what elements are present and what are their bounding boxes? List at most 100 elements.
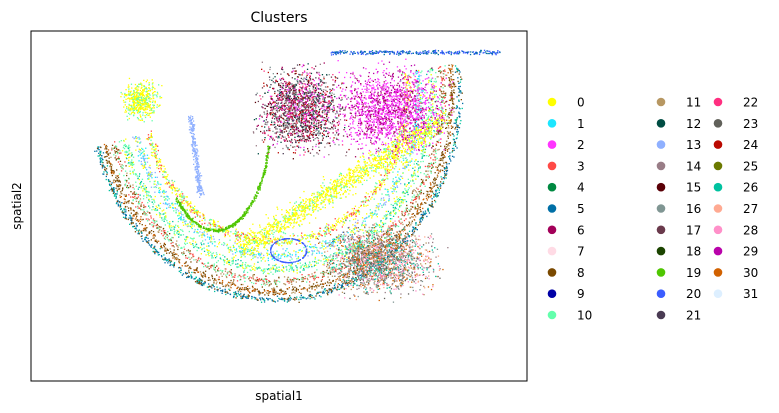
scatter-point [133,193,136,195]
scatter-point [441,182,443,185]
scatter-point [262,291,264,294]
scatter-point [408,221,410,223]
scatter-point [146,191,148,193]
scatter-point [207,286,209,288]
scatter-point [200,242,202,244]
scatter-point [246,251,249,253]
scatter-point [215,279,217,281]
scatter-point [144,163,147,165]
scatter-point [449,81,451,83]
scatter-point [212,285,214,287]
scatter-point [133,137,135,140]
scatter-point [129,146,131,148]
scatter-point [405,232,407,235]
scatter-point [240,283,242,286]
scatter-point [378,231,380,233]
scatter-point [406,225,408,227]
scatter-point [431,202,433,204]
scatter-point [160,183,162,186]
scatter-point [452,107,454,110]
scatter-point [453,139,455,141]
scatter-point [163,190,165,193]
scatter-point [346,248,348,250]
scatter-point [372,227,374,229]
scatter-point [131,196,134,198]
scatter-point [347,276,349,278]
scatter-point [247,296,249,298]
scatter-point [178,267,180,269]
scatter-point [137,233,139,235]
scatter-point [157,227,159,230]
scatter-point [163,170,165,172]
scatter-point [215,271,217,273]
scatter-point [397,208,399,210]
scatter-point [397,225,400,228]
scatter-point [409,180,412,182]
scatter-point [398,200,400,202]
scatter-point [171,202,173,204]
scatter-point [186,265,188,267]
scatter-point [189,209,191,211]
scatter-point [270,271,272,273]
scatter-point [132,214,135,216]
scatter-point [229,286,232,288]
scatter-point [458,127,461,129]
scatter-point [124,161,126,163]
scatter-point [442,160,444,162]
scatter-point [311,294,313,297]
scatter-point [343,287,345,289]
scatter-point [413,149,415,151]
scatter-point [209,218,211,221]
scatter-point [171,254,174,257]
scatter-point [103,166,105,168]
scatter-point [376,223,378,226]
scatter-point [401,242,403,245]
scatter-point [303,265,305,268]
scatter-point [271,258,273,260]
scatter-point [321,252,323,254]
scatter-point [452,103,454,105]
scatter-point [310,294,312,296]
scatter-point [342,235,344,237]
scatter-point [362,220,364,222]
scatter-point [386,188,388,191]
scatter-point [404,148,407,150]
scatter-point [202,213,204,215]
scatter-point [454,143,456,146]
scatter-point [327,260,329,262]
scatter-point [324,290,326,292]
scatter-point [386,215,388,217]
scatter-point [416,87,419,89]
scatter-point [242,253,244,256]
scatter-point [156,223,158,226]
scatter-point [207,253,209,255]
scatter-point [405,207,407,209]
scatter-point [171,227,173,229]
scatter-point [412,180,414,182]
scatter-point [149,164,151,167]
scatter-point [149,223,151,225]
scatter-point [162,235,164,237]
scatter-point [430,194,432,197]
scatter-point [435,189,437,192]
scatter-point [204,219,206,221]
scatter-point [217,269,219,272]
scatter-point [181,252,183,254]
scatter-point [254,290,256,292]
scatter-point [178,213,180,215]
scatter-point [213,268,215,270]
scatter-point [361,217,364,219]
scatter-point [169,227,171,229]
scatter-point [335,279,337,281]
scatter-point [144,155,146,157]
scatter-point [159,202,162,204]
scatter-point [230,273,232,275]
scatter-point [165,176,167,178]
scatter-point [246,271,249,274]
scatter-point [283,297,285,300]
scatter-point [231,260,233,263]
scatter-point [328,284,331,287]
scatter-point [338,276,340,278]
scatter-point [425,179,427,181]
scatter-point [230,284,232,286]
